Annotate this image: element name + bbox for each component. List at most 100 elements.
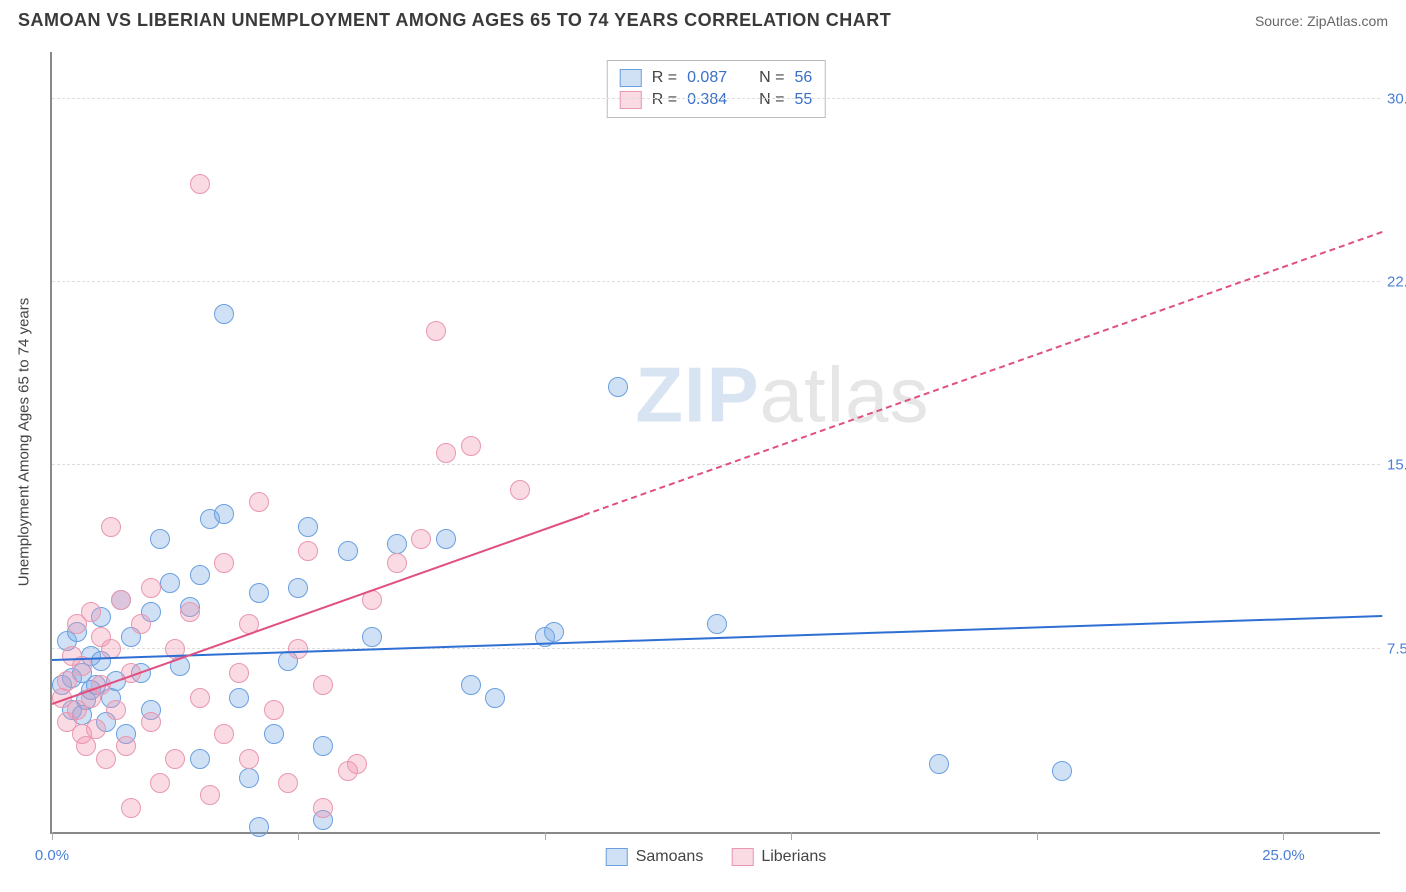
scatter-point <box>436 443 456 463</box>
x-tick <box>545 832 546 840</box>
x-tick-label: 0.0% <box>35 847 69 864</box>
scatter-point <box>387 553 407 573</box>
scatter-point <box>190 749 210 769</box>
scatter-point <box>190 174 210 194</box>
scatter-point <box>510 480 530 500</box>
scatter-point <box>288 639 308 659</box>
legend-swatch <box>620 69 642 87</box>
trend-line <box>584 231 1383 516</box>
scatter-point <box>165 749 185 769</box>
scatter-point <box>131 614 151 634</box>
scatter-point <box>239 768 259 788</box>
y-axis-label: Unemployment Among Ages 65 to 74 years <box>16 298 33 587</box>
scatter-point <box>461 675 481 695</box>
scatter-point <box>76 736 96 756</box>
scatter-point <box>150 529 170 549</box>
scatter-point <box>362 627 382 647</box>
scatter-point <box>249 817 269 837</box>
scatter-point <box>461 436 481 456</box>
scatter-point <box>707 614 727 634</box>
scatter-point <box>411 529 431 549</box>
scatter-point <box>101 517 121 537</box>
scatter-point <box>239 749 259 769</box>
legend-series-name: Liberians <box>761 848 826 866</box>
scatter-point <box>96 749 116 769</box>
x-tick <box>52 832 53 840</box>
scatter-point <box>387 534 407 554</box>
scatter-point <box>81 602 101 622</box>
scatter-point <box>141 578 161 598</box>
scatter-point <box>313 736 333 756</box>
gridline <box>52 98 1380 99</box>
y-tick-label: 7.5% <box>1387 640 1406 657</box>
scatter-point <box>190 688 210 708</box>
scatter-point <box>264 700 284 720</box>
scatter-point <box>180 602 200 622</box>
source-attribution: Source: ZipAtlas.com <box>1255 13 1388 29</box>
scatter-point <box>485 688 505 708</box>
scatter-point <box>298 541 318 561</box>
series-legend: Samoans Liberians <box>606 848 827 866</box>
legend-swatch <box>606 848 628 866</box>
scatter-point <box>278 773 298 793</box>
x-tick <box>298 832 299 840</box>
scatter-point <box>106 700 126 720</box>
scatter-point <box>200 785 220 805</box>
scatter-point <box>249 492 269 512</box>
scatter-point <box>111 590 131 610</box>
legend-r-value: 0.087 <box>687 69 727 87</box>
scatter-chart: Unemployment Among Ages 65 to 74 years Z… <box>50 52 1380 834</box>
y-tick-label: 30.0% <box>1387 90 1406 107</box>
scatter-point <box>313 675 333 695</box>
x-tick <box>1037 832 1038 840</box>
scatter-point <box>608 377 628 397</box>
legend-r-label: R = <box>652 69 677 87</box>
legend-r-value: 0.384 <box>687 91 727 109</box>
watermark: ZIPatlas <box>635 350 929 441</box>
x-tick-label: 25.0% <box>1262 847 1305 864</box>
legend-n-label: N = <box>759 91 784 109</box>
scatter-point <box>57 671 77 691</box>
scatter-point <box>1052 761 1072 781</box>
scatter-point <box>214 553 234 573</box>
scatter-point <box>338 541 358 561</box>
scatter-point <box>150 773 170 793</box>
legend-n-value: 56 <box>794 69 812 87</box>
x-tick <box>791 832 792 840</box>
scatter-point <box>190 565 210 585</box>
legend-row: R =0.384N =55 <box>620 89 813 111</box>
legend-item: Liberians <box>731 848 826 866</box>
scatter-point <box>214 504 234 524</box>
gridline <box>52 281 1380 282</box>
y-tick-label: 22.5% <box>1387 274 1406 291</box>
scatter-point <box>436 529 456 549</box>
scatter-point <box>86 719 106 739</box>
scatter-point <box>141 712 161 732</box>
legend-swatch <box>731 848 753 866</box>
gridline <box>52 464 1380 465</box>
scatter-point <box>544 622 564 642</box>
scatter-point <box>214 304 234 324</box>
chart-title: SAMOAN VS LIBERIAN UNEMPLOYMENT AMONG AG… <box>18 10 891 31</box>
scatter-point <box>229 688 249 708</box>
correlation-legend: R =0.087N =56R =0.384N =55 <box>607 60 826 118</box>
y-tick-label: 15.0% <box>1387 457 1406 474</box>
scatter-point <box>121 798 141 818</box>
scatter-point <box>264 724 284 744</box>
scatter-point <box>313 798 333 818</box>
scatter-point <box>229 663 249 683</box>
scatter-point <box>288 578 308 598</box>
scatter-point <box>298 517 318 537</box>
scatter-point <box>116 736 136 756</box>
scatter-point <box>347 754 367 774</box>
x-tick <box>1283 832 1284 840</box>
scatter-point <box>929 754 949 774</box>
scatter-point <box>249 583 269 603</box>
scatter-point <box>426 321 446 341</box>
gridline <box>52 648 1380 649</box>
legend-row: R =0.087N =56 <box>620 67 813 89</box>
legend-r-label: R = <box>652 91 677 109</box>
scatter-point <box>160 573 180 593</box>
legend-series-name: Samoans <box>636 848 704 866</box>
legend-swatch <box>620 91 642 109</box>
